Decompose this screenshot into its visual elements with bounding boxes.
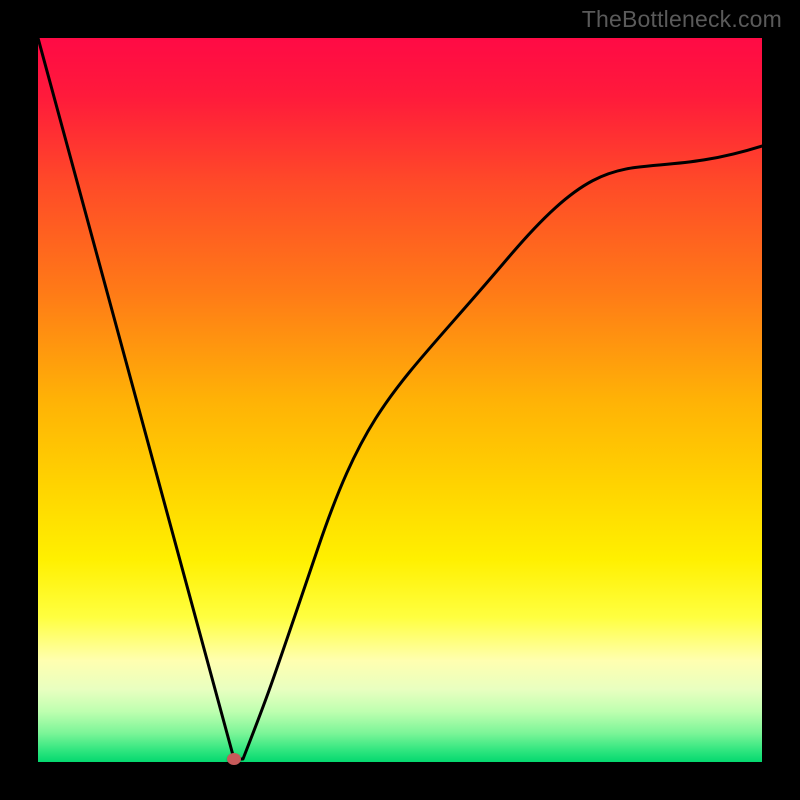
optimum-marker — [227, 753, 241, 765]
attribution-text: TheBottleneck.com — [582, 6, 782, 33]
plot-area — [38, 38, 762, 762]
curve-path — [38, 38, 762, 759]
bottleneck-curve — [38, 38, 762, 762]
